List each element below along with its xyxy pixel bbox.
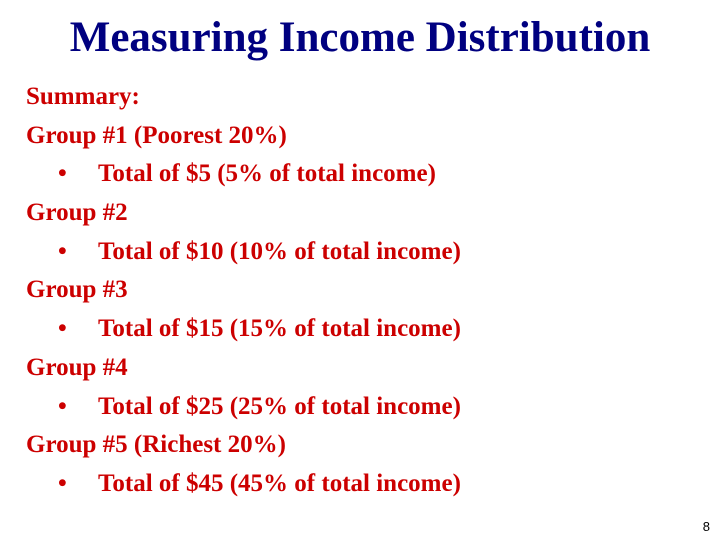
bullet-icon: • <box>58 392 67 420</box>
bullet-icon: • <box>58 315 67 343</box>
group-heading: Group #4 <box>26 353 128 381</box>
bullet-item: • Total of $45 (45% of total income) <box>26 465 706 504</box>
group-heading: Group #3 <box>26 276 128 304</box>
bullet-text: Total of $10 (10% of total income) <box>98 237 461 265</box>
group-heading: Group #5 (Richest 20%) <box>26 431 286 459</box>
bullet-item: • Total of $5 (5% of total income) <box>26 155 706 194</box>
bullet-text: Total of $5 (5% of total income) <box>98 160 436 188</box>
bullet-icon: • <box>58 237 67 265</box>
bullet-icon: • <box>58 469 67 497</box>
summary-label: Summary: <box>26 83 140 110</box>
slide-content: Summary: Group #1 (Poorest 20%) • Total o… <box>26 78 706 504</box>
group-heading: Group #2 <box>26 199 128 227</box>
slide-title: Measuring Income Distribution <box>69 14 651 61</box>
bullet-icon: • <box>58 160 67 188</box>
bullet-item: • Total of $15 (15% of total income) <box>26 310 706 349</box>
group-heading: Group #1 (Poorest 20%) <box>26 121 287 149</box>
bullet-text: Total of $45 (45% of total income) <box>98 469 461 497</box>
page-number: 8 <box>702 519 710 534</box>
bullet-text: Total of $15 (15% of total income) <box>98 315 461 343</box>
bullet-text: Total of $25 (25% of total income) <box>98 392 461 420</box>
bullet-item: • Total of $25 (25% of total income) <box>26 388 706 427</box>
bullet-item: • Total of $10 (10% of total income) <box>26 233 706 272</box>
